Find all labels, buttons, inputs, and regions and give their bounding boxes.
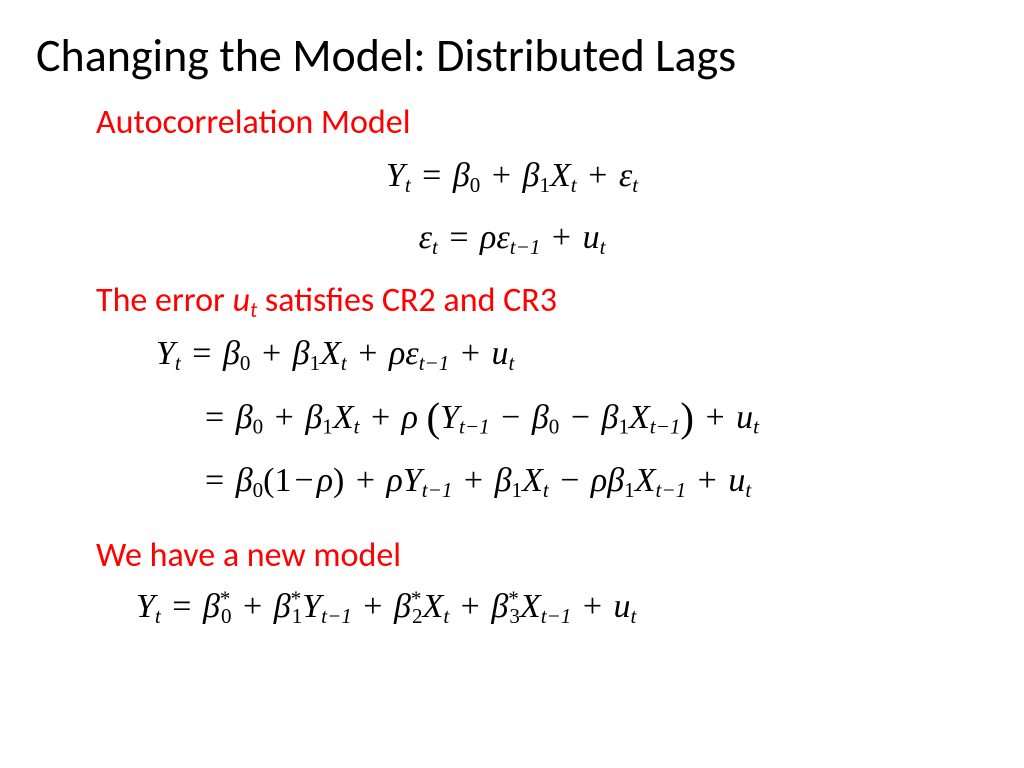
equation-4: Yt = β*0 + β*1Yt−1 + β*2Xt + β*3Xt−1 + u… xyxy=(136,580,988,634)
equation-1: Yt = β0 + β1Xt + εt xyxy=(36,149,988,203)
slide: Changing the Model: Distributed Lags Aut… xyxy=(0,0,1024,768)
equation-3a: Yt = β0 + β1Xt + ρεt−1 + ut xyxy=(156,327,988,381)
equation-3c: = β0(1−ρ) + ρYt−1 + β1Xt − ρβ1Xt−1 + ut xyxy=(202,454,988,508)
equation-3b: = β0 + β1Xt + ρ (Yt−1 − β0 − β1Xt−1) + u… xyxy=(202,385,988,450)
section-new-model: We have a new model xyxy=(96,535,988,576)
section-error: The error ut satisfies CR2 and CR3 xyxy=(96,280,988,323)
page-title: Changing the Model: Distributed Lags xyxy=(36,28,988,84)
equation-2: εt = ρεt−1 + ut xyxy=(36,211,988,265)
section-autocorrelation: Autocorrelation Model xyxy=(96,102,988,143)
